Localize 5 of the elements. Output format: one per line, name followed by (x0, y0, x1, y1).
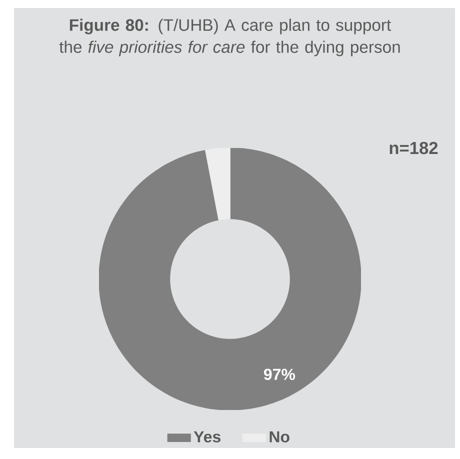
data-label: 97% (264, 368, 296, 380)
chart-title: Figure 80: (T/UHB) A care plan to support the five priorities for care for the dying person (59, 18, 400, 56)
legend-label: No (270, 431, 290, 442)
text: n=182 (390, 142, 438, 154)
legend-label: Yes (194, 431, 220, 442)
